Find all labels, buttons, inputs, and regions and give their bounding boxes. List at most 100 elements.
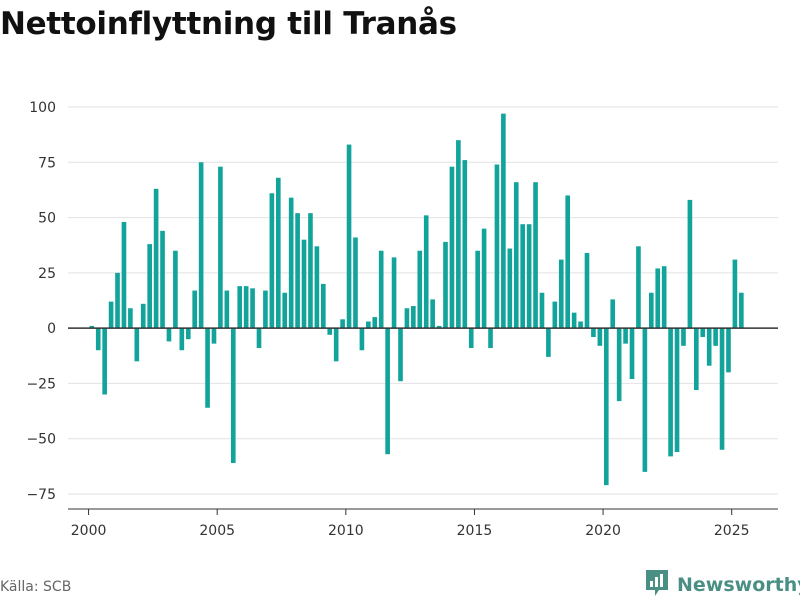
bar bbox=[250, 288, 255, 329]
y-tick-label: 0 bbox=[47, 321, 56, 337]
bar bbox=[436, 325, 442, 329]
bar bbox=[333, 328, 339, 362]
bar bbox=[674, 328, 680, 452]
bar bbox=[629, 328, 635, 379]
bar bbox=[456, 140, 461, 329]
y-tick-label: 75 bbox=[38, 155, 56, 171]
bar-chart: −75 −50 −25 0 25 50 75 100 2000 2005 2010 2015 2020 2… bbox=[26, 100, 778, 539]
bar bbox=[655, 268, 661, 329]
bar bbox=[584, 252, 590, 329]
bar bbox=[263, 290, 268, 329]
x-tick-label: 2005 bbox=[199, 523, 235, 539]
bar bbox=[616, 328, 622, 402]
bar bbox=[443, 241, 448, 329]
bar bbox=[571, 312, 577, 329]
y-tick-label: −25 bbox=[26, 376, 56, 392]
bar bbox=[243, 286, 249, 329]
y-tick-label: 25 bbox=[38, 266, 56, 282]
bar bbox=[488, 328, 493, 349]
bar bbox=[385, 328, 390, 455]
bar bbox=[423, 215, 429, 329]
bar bbox=[468, 328, 474, 349]
bar bbox=[282, 292, 288, 329]
bar bbox=[173, 250, 178, 329]
bar bbox=[179, 328, 185, 351]
bar bbox=[603, 328, 609, 486]
bar bbox=[372, 317, 378, 329]
bar bbox=[153, 188, 159, 329]
bar bbox=[95, 328, 101, 351]
bar bbox=[205, 328, 210, 408]
bar bbox=[269, 193, 275, 329]
bar bbox=[648, 292, 654, 329]
bar bbox=[411, 306, 416, 329]
bar bbox=[430, 299, 435, 329]
bar bbox=[198, 162, 204, 329]
bar bbox=[140, 303, 146, 329]
bar bbox=[134, 328, 140, 362]
bar bbox=[359, 328, 365, 351]
bar bbox=[739, 292, 744, 329]
bar bbox=[288, 197, 294, 329]
bar bbox=[687, 199, 693, 329]
bar bbox=[102, 328, 107, 395]
bar bbox=[681, 328, 686, 346]
bar bbox=[108, 301, 114, 329]
bar bbox=[578, 321, 583, 329]
bar bbox=[558, 259, 564, 329]
bar bbox=[507, 248, 513, 329]
bar bbox=[732, 259, 738, 329]
y-tick-label: −50 bbox=[26, 432, 56, 448]
y-tick-label: 100 bbox=[29, 100, 56, 116]
bar bbox=[668, 328, 673, 457]
bar bbox=[391, 257, 397, 329]
bar bbox=[275, 177, 281, 329]
source-note: Källa: SCB bbox=[0, 579, 72, 595]
x-tick-label: 2010 bbox=[328, 523, 364, 539]
bar bbox=[308, 213, 313, 329]
bar bbox=[520, 224, 525, 329]
bar bbox=[481, 228, 487, 329]
bar bbox=[327, 328, 333, 335]
bar bbox=[366, 321, 371, 329]
bar bbox=[513, 182, 519, 329]
bar bbox=[494, 164, 500, 329]
bar bbox=[147, 244, 152, 329]
bar bbox=[501, 113, 506, 329]
x-tick-label: 2015 bbox=[457, 523, 493, 539]
bar bbox=[552, 301, 558, 329]
bar bbox=[610, 299, 616, 329]
bar bbox=[526, 224, 532, 329]
bar bbox=[449, 166, 455, 329]
bar bbox=[533, 182, 538, 329]
bar bbox=[706, 328, 712, 366]
bar bbox=[256, 328, 262, 349]
bar bbox=[121, 221, 127, 329]
x-tick-label: 2020 bbox=[585, 523, 621, 539]
bar bbox=[321, 283, 326, 329]
bar bbox=[301, 239, 307, 329]
bar bbox=[597, 328, 603, 346]
bar bbox=[462, 160, 468, 329]
newsworthy-logo-icon bbox=[644, 568, 670, 602]
bar bbox=[661, 266, 667, 329]
bar bbox=[237, 286, 243, 329]
bar bbox=[378, 250, 384, 329]
bar bbox=[192, 290, 198, 329]
bar bbox=[591, 328, 596, 337]
bar bbox=[546, 328, 551, 357]
bar bbox=[726, 328, 731, 373]
chart-title: Nettoinflyttning till Tranås bbox=[0, 6, 457, 42]
bar bbox=[224, 290, 230, 329]
bar bbox=[642, 328, 648, 472]
newsworthy-brand[interactable]: Newsworthy bbox=[644, 570, 800, 600]
x-tick-label: 2000 bbox=[71, 523, 107, 539]
bar bbox=[539, 292, 545, 329]
y-tick-label: 50 bbox=[38, 211, 56, 227]
bar bbox=[314, 246, 320, 329]
bar bbox=[340, 319, 345, 329]
bar bbox=[404, 308, 410, 329]
bar bbox=[218, 166, 223, 329]
brand-name: Newsworthy bbox=[677, 574, 800, 596]
bar bbox=[475, 250, 480, 329]
